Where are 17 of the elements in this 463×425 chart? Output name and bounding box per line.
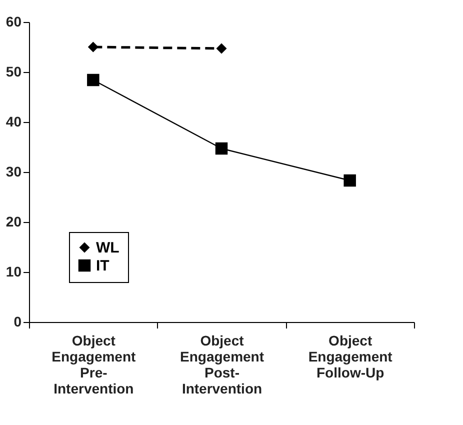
x-tick-label: Object Engagement Pre-Intervention [52,332,136,396]
point [215,142,228,155]
point [344,174,356,187]
y-tick-label: 0 [14,314,22,330]
point [87,74,100,86]
point [216,43,227,54]
legend-label: IT [96,258,110,274]
y-tick-label: 50 [6,64,22,80]
x-tick-label: Object Engagement Post-Intervention [180,332,264,396]
point [88,42,98,52]
legend-label: WL [96,240,120,256]
y-tick-label: 30 [6,164,22,180]
y-tick-label: 10 [6,264,22,280]
y-tick-label: 40 [6,114,22,130]
x-tick-label: Object Engagement Follow-Up [308,332,393,380]
y-tick-label: 20 [6,214,22,230]
y-tick-label: 60 [6,14,22,30]
